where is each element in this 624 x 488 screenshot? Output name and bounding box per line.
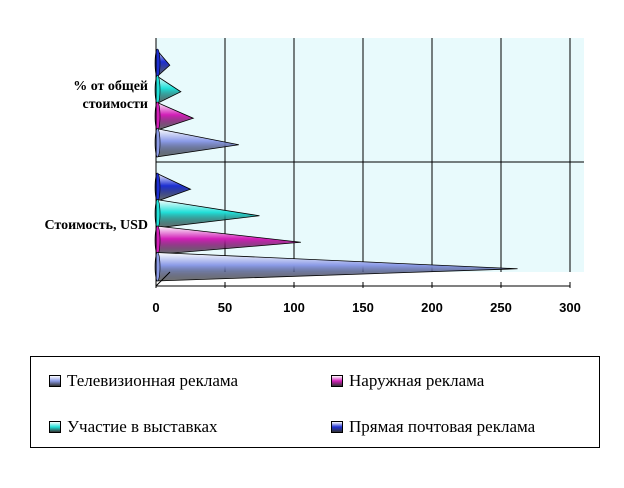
gridlines (156, 38, 584, 272)
legend-label: Наружная реклама (349, 371, 485, 390)
legend-item: Участие в выставках (49, 417, 218, 437)
x-tick-label: 300 (559, 300, 581, 315)
x-tick-label: 100 (283, 300, 305, 315)
category-label: % от общей (73, 79, 148, 94)
legend-swatch (331, 375, 343, 387)
legend-swatch (49, 421, 61, 433)
chart: 0 50 100 150 200 250 300 % от общей стоимости Сто… (44, 38, 584, 315)
x-tick-label: 50 (218, 300, 232, 315)
plot-back-wall (156, 38, 584, 272)
floor-edge (155, 271, 171, 287)
legend-label: Участие в выставках (67, 417, 218, 436)
legend-item: Прямая почтовая реклама (331, 417, 535, 437)
legend-item: Наружная реклама (331, 371, 484, 391)
labels: 0 50 100 150 200 250 300 % от общей стоимости Сто… (44, 79, 580, 315)
plot-background (156, 38, 584, 272)
x-tick-label: 150 (352, 300, 374, 315)
legend-label: Телевизионная реклама (67, 371, 239, 390)
category-label: стоимости (83, 97, 148, 112)
legend: Телевизионная реклама Наружная реклама Уча… (30, 356, 600, 448)
x-tick-label: 0 (152, 300, 159, 315)
legend-swatch (49, 375, 61, 387)
legend-item: Телевизионная реклама (49, 371, 238, 391)
axes (155, 38, 571, 288)
legend-label: Прямая почтовая реклама (349, 417, 536, 436)
legend-swatch (331, 421, 343, 433)
x-tick-label: 250 (490, 300, 512, 315)
x-tick-label: 200 (421, 300, 443, 315)
category-label: Стоимость, USD (44, 218, 148, 233)
bars (154, 47, 518, 282)
